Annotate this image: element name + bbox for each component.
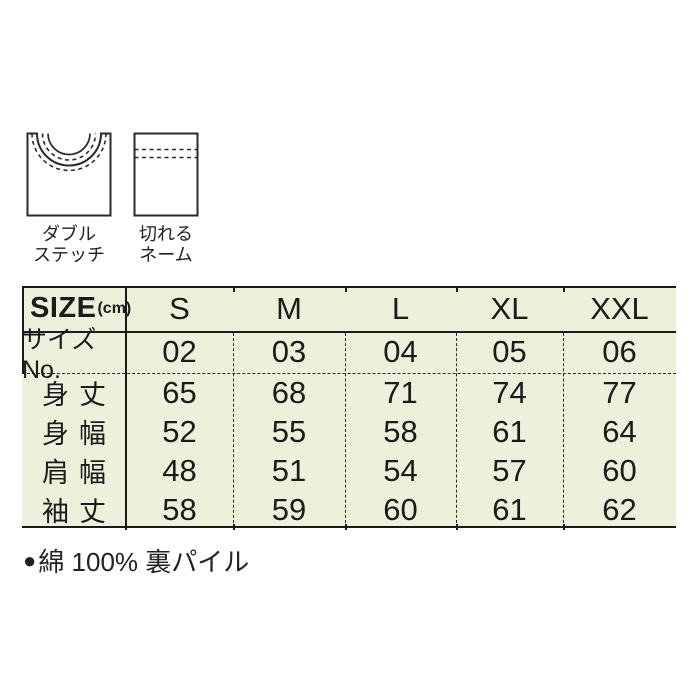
table-top-border xyxy=(22,286,676,288)
cell-sleeve-l: 60 xyxy=(383,491,418,527)
cell-shoulder-l: 54 xyxy=(383,452,418,488)
label-column-divider xyxy=(125,286,127,528)
row-label-sleeve-length: 袖丈 xyxy=(42,497,116,527)
double-stitch-label: ダブル ステッチ xyxy=(33,224,105,265)
tick-top xyxy=(456,286,458,292)
cell-bodywidth-m: 55 xyxy=(271,413,307,449)
header-bottom-border xyxy=(22,331,676,333)
col-header-xl: XL xyxy=(490,290,529,326)
double-stitch-icon xyxy=(26,132,112,217)
cell-bodylength-l: 71 xyxy=(383,374,418,410)
cell-sizeno-s: 02 xyxy=(162,334,197,369)
cell-shoulder-xl: 57 xyxy=(492,452,527,488)
tick-bottom xyxy=(233,524,235,530)
tick-top xyxy=(345,286,347,292)
row-label-sizeno: サイズNo. xyxy=(22,325,97,384)
col-header-m: M xyxy=(276,290,302,326)
size-table: SIZE (cm) S M L XL XXL サイズNo. 02 03 04 0… xyxy=(22,286,676,530)
column-divider-xl-xxl xyxy=(563,333,564,528)
material-note-text: 綿 100% 裏パイル xyxy=(38,547,250,577)
cell-sleeve-xl: 61 xyxy=(492,491,527,527)
tick-bottom xyxy=(563,524,565,530)
tick-bottom xyxy=(345,524,347,530)
col-header-s: S xyxy=(169,290,190,326)
cell-shoulder-xxl: 60 xyxy=(602,452,637,488)
cell-sleeve-s: 58 xyxy=(162,491,197,527)
tearaway-name-icon xyxy=(133,132,199,217)
size-title-cell: SIZE (cm) xyxy=(22,286,131,331)
tearaway-name-label: 切れる ネーム xyxy=(139,224,193,265)
row-label-body-length: 身丈 xyxy=(42,380,116,410)
column-divider-m-l xyxy=(345,333,346,528)
tick-top xyxy=(233,286,235,292)
cell-bodylength-s: 65 xyxy=(162,374,197,410)
material-note: ● 綿 100% 裏パイル xyxy=(23,542,249,579)
cell-sizeno-xxl: 06 xyxy=(602,334,637,369)
cell-sleeve-xxl: 62 xyxy=(602,491,637,527)
cell-shoulder-m: 51 xyxy=(271,452,307,488)
tick-bottom xyxy=(456,524,458,530)
cell-bodywidth-l: 58 xyxy=(383,413,418,449)
tick-bottom xyxy=(125,524,127,530)
size-title: SIZE xyxy=(30,292,97,324)
tick-top xyxy=(563,286,565,292)
column-divider-l-xl xyxy=(456,333,457,528)
cell-shoulder-s: 48 xyxy=(162,452,197,488)
col-header-xxl: XXL xyxy=(590,290,649,326)
cell-sizeno-m: 03 xyxy=(271,334,307,369)
size-unit: (cm) xyxy=(97,299,132,317)
bullet-icon: ● xyxy=(23,547,37,573)
table-bottom-border xyxy=(22,526,676,528)
table-left-border xyxy=(22,286,24,374)
row-label-body-width: 身幅 xyxy=(42,419,116,449)
cell-bodywidth-xxl: 64 xyxy=(602,413,637,449)
cell-bodylength-xxl: 77 xyxy=(602,374,637,410)
cell-bodylength-m: 68 xyxy=(271,374,307,410)
col-header-l: L xyxy=(391,290,410,326)
tick-top xyxy=(125,286,127,292)
cell-sizeno-xl: 05 xyxy=(492,334,527,369)
row-label-shoulder-width: 肩幅 xyxy=(42,458,116,488)
cell-bodylength-xl: 74 xyxy=(492,374,527,410)
sizeno-bottom-dashed-line xyxy=(22,373,676,374)
cell-bodywidth-xl: 61 xyxy=(492,413,527,449)
cell-sizeno-l: 04 xyxy=(383,334,418,369)
cell-sleeve-m: 59 xyxy=(271,491,307,527)
column-divider-s-m xyxy=(233,333,234,528)
cell-bodywidth-s: 52 xyxy=(162,413,197,449)
